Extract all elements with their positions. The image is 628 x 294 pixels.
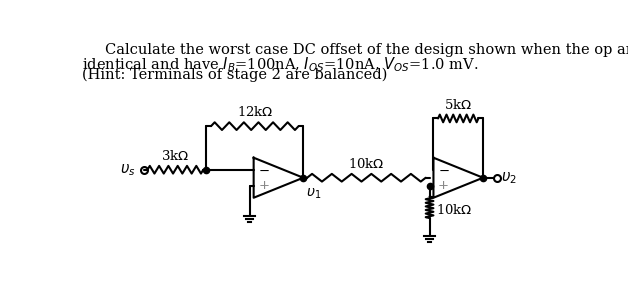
Text: $+$: $+$ <box>257 179 269 192</box>
Text: 10k$\Omega$: 10k$\Omega$ <box>436 203 472 217</box>
Text: (Hint: Terminals of stage 2 are balanced): (Hint: Terminals of stage 2 are balanced… <box>82 68 387 82</box>
Text: $-$: $-$ <box>438 164 450 177</box>
Text: 10k$\Omega$: 10k$\Omega$ <box>348 157 385 171</box>
Text: 5k$\Omega$: 5k$\Omega$ <box>444 98 472 111</box>
Text: $-$: $-$ <box>258 164 270 177</box>
Text: Calculate the worst case DC offset of the design shown when the op amps are: Calculate the worst case DC offset of th… <box>105 43 628 57</box>
Text: identical and have $I_B$=100nA, $I_{OS}$=10nA, $V_{OS}$=1.0 mV.: identical and have $I_B$=100nA, $I_{OS}$… <box>82 55 479 74</box>
Text: 3k$\Omega$: 3k$\Omega$ <box>161 149 190 163</box>
Text: $\upsilon_s$: $\upsilon_s$ <box>121 162 136 178</box>
Text: $\upsilon_2$: $\upsilon_2$ <box>501 170 517 186</box>
Text: $+$: $+$ <box>437 179 449 192</box>
Text: 12k$\Omega$: 12k$\Omega$ <box>237 105 273 119</box>
Text: $\upsilon_1$: $\upsilon_1$ <box>306 186 321 201</box>
